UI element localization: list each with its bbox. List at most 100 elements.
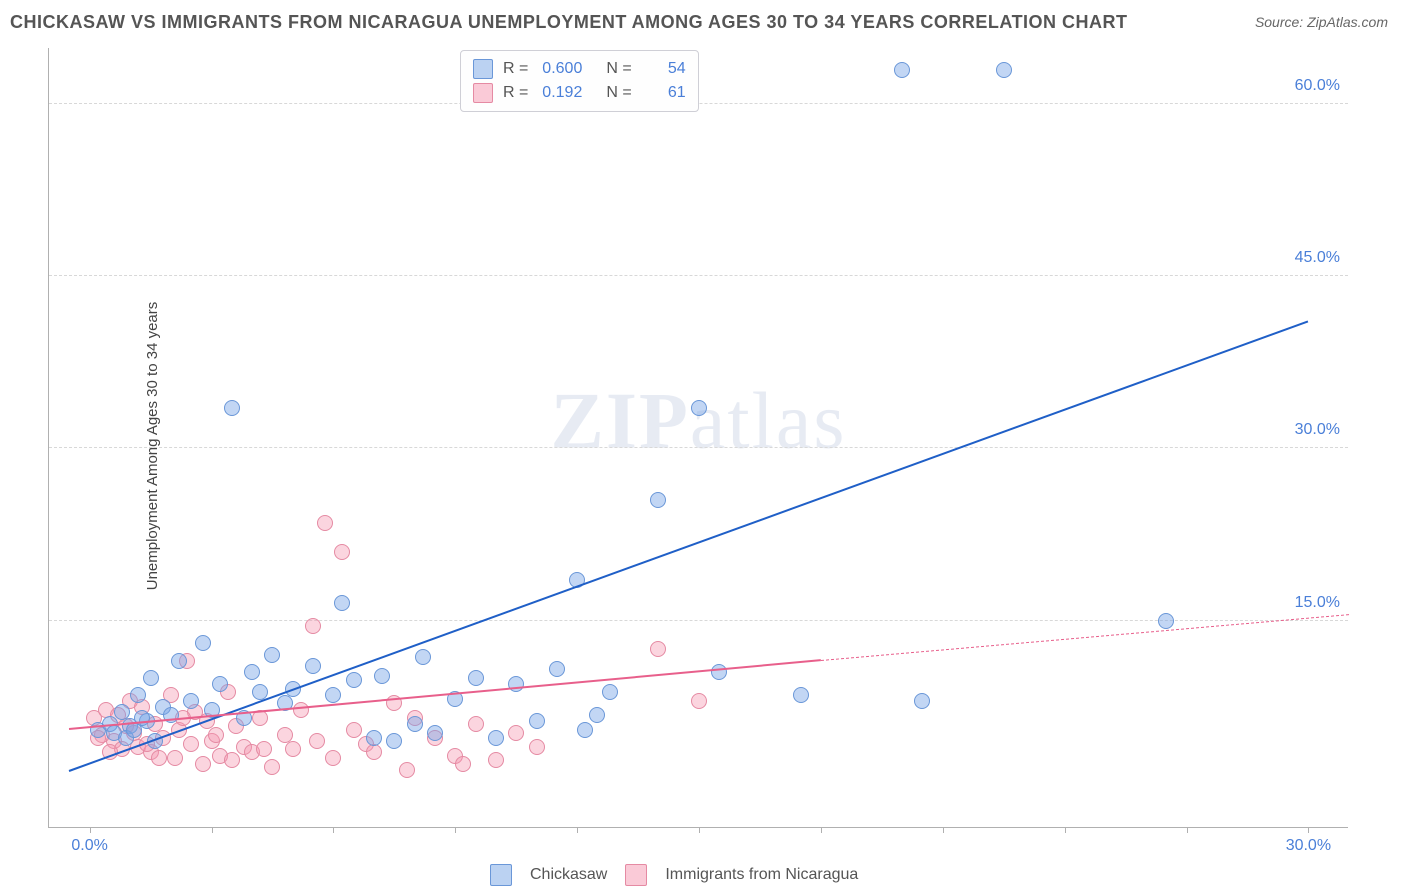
scatter-point-nicaragua: [529, 739, 545, 755]
y-tick-label: 30.0%: [1295, 421, 1340, 439]
scatter-point-chickasaw: [244, 664, 260, 680]
legend-swatch: [473, 83, 493, 103]
scatter-point-chickasaw: [529, 713, 545, 729]
scatter-point-chickasaw: [224, 400, 240, 416]
scatter-point-nicaragua: [195, 756, 211, 772]
scatter-point-chickasaw: [549, 661, 565, 677]
trendline-nicaragua-extrapolated: [821, 614, 1349, 661]
scatter-point-nicaragua: [305, 618, 321, 634]
plot-area: ZIPatlas 15.0%30.0%45.0%60.0%0.0%30.0%: [48, 48, 1348, 828]
scatter-point-nicaragua: [256, 741, 272, 757]
scatter-point-nicaragua: [325, 750, 341, 766]
n-value: 61: [642, 84, 686, 102]
n-value: 54: [642, 60, 686, 78]
scatter-point-chickasaw: [171, 653, 187, 669]
scatter-point-chickasaw: [346, 672, 362, 688]
x-tick: [455, 827, 456, 833]
scatter-point-chickasaw: [894, 62, 910, 78]
x-tick: [333, 827, 334, 833]
x-tick: [1065, 827, 1066, 833]
scatter-point-nicaragua: [399, 762, 415, 778]
chart-title: CHICKASAW VS IMMIGRANTS FROM NICARAGUA U…: [10, 12, 1128, 33]
x-tick: [577, 827, 578, 833]
gridline: [49, 620, 1348, 621]
scatter-point-nicaragua: [366, 744, 382, 760]
r-value: 0.600: [538, 60, 582, 78]
scatter-point-nicaragua: [468, 716, 484, 732]
scatter-point-nicaragua: [691, 693, 707, 709]
scatter-point-nicaragua: [650, 641, 666, 657]
scatter-point-chickasaw: [143, 670, 159, 686]
scatter-point-chickasaw: [711, 664, 727, 680]
x-tick: [90, 827, 91, 833]
scatter-point-chickasaw: [334, 595, 350, 611]
series-legend: ChickasawImmigrants from Nicaragua: [490, 864, 858, 886]
source-attribution: Source: ZipAtlas.com: [1255, 14, 1388, 30]
scatter-point-chickasaw: [305, 658, 321, 674]
scatter-point-nicaragua: [264, 759, 280, 775]
legend-swatch: [490, 864, 512, 886]
gridline: [49, 447, 1348, 448]
r-label: R =: [503, 84, 528, 102]
scatter-point-nicaragua: [455, 756, 471, 772]
scatter-point-nicaragua: [317, 515, 333, 531]
scatter-point-chickasaw: [427, 725, 443, 741]
scatter-point-chickasaw: [130, 687, 146, 703]
scatter-point-chickasaw: [366, 730, 382, 746]
scatter-point-chickasaw: [386, 733, 402, 749]
legend-swatch: [473, 59, 493, 79]
trendline-chickasaw: [69, 320, 1309, 772]
n-label: N =: [606, 60, 631, 78]
scatter-point-chickasaw: [415, 649, 431, 665]
r-label: R =: [503, 60, 528, 78]
scatter-point-chickasaw: [1158, 613, 1174, 629]
scatter-point-nicaragua: [346, 722, 362, 738]
scatter-point-chickasaw: [488, 730, 504, 746]
scatter-point-chickasaw: [577, 722, 593, 738]
y-tick-label: 45.0%: [1295, 249, 1340, 267]
scatter-point-nicaragua: [167, 750, 183, 766]
y-tick-label: 15.0%: [1295, 594, 1340, 612]
scatter-point-chickasaw: [914, 693, 930, 709]
scatter-point-nicaragua: [151, 750, 167, 766]
legend-row: R = 0.600 N = 54: [473, 57, 686, 81]
scatter-point-nicaragua: [183, 736, 199, 752]
x-tick: [699, 827, 700, 833]
scatter-point-chickasaw: [650, 492, 666, 508]
trendline-nicaragua: [69, 659, 821, 730]
scatter-point-nicaragua: [309, 733, 325, 749]
scatter-point-chickasaw: [589, 707, 605, 723]
x-tick: [1308, 827, 1309, 833]
chart-container: CHICKASAW VS IMMIGRANTS FROM NICARAGUA U…: [0, 0, 1406, 892]
scatter-point-chickasaw: [195, 635, 211, 651]
scatter-point-nicaragua: [224, 752, 240, 768]
legend-label: Chickasaw: [530, 866, 607, 884]
scatter-point-chickasaw: [183, 693, 199, 709]
scatter-point-nicaragua: [293, 702, 309, 718]
x-tick: [212, 827, 213, 833]
scatter-point-nicaragua: [334, 544, 350, 560]
scatter-point-chickasaw: [602, 684, 618, 700]
correlation-legend: R =0.600N =54R =0.192N =61: [460, 50, 699, 112]
scatter-point-chickasaw: [407, 716, 423, 732]
watermark: ZIPatlas: [551, 376, 847, 467]
scatter-point-chickasaw: [691, 400, 707, 416]
y-tick-label: 60.0%: [1295, 77, 1340, 95]
scatter-point-chickasaw: [212, 676, 228, 692]
scatter-point-nicaragua: [285, 741, 301, 757]
scatter-point-chickasaw: [325, 687, 341, 703]
x-tick: [943, 827, 944, 833]
scatter-point-chickasaw: [264, 647, 280, 663]
scatter-point-nicaragua: [508, 725, 524, 741]
x-tick-label: 0.0%: [71, 837, 107, 855]
n-label: N =: [606, 84, 631, 102]
gridline: [49, 275, 1348, 276]
scatter-point-chickasaw: [468, 670, 484, 686]
scatter-point-nicaragua: [208, 727, 224, 743]
scatter-point-chickasaw: [996, 62, 1012, 78]
scatter-point-chickasaw: [374, 668, 390, 684]
scatter-point-chickasaw: [793, 687, 809, 703]
legend-swatch: [625, 864, 647, 886]
legend-row: R =0.192N =61: [473, 81, 686, 105]
x-tick-label: 30.0%: [1286, 837, 1331, 855]
